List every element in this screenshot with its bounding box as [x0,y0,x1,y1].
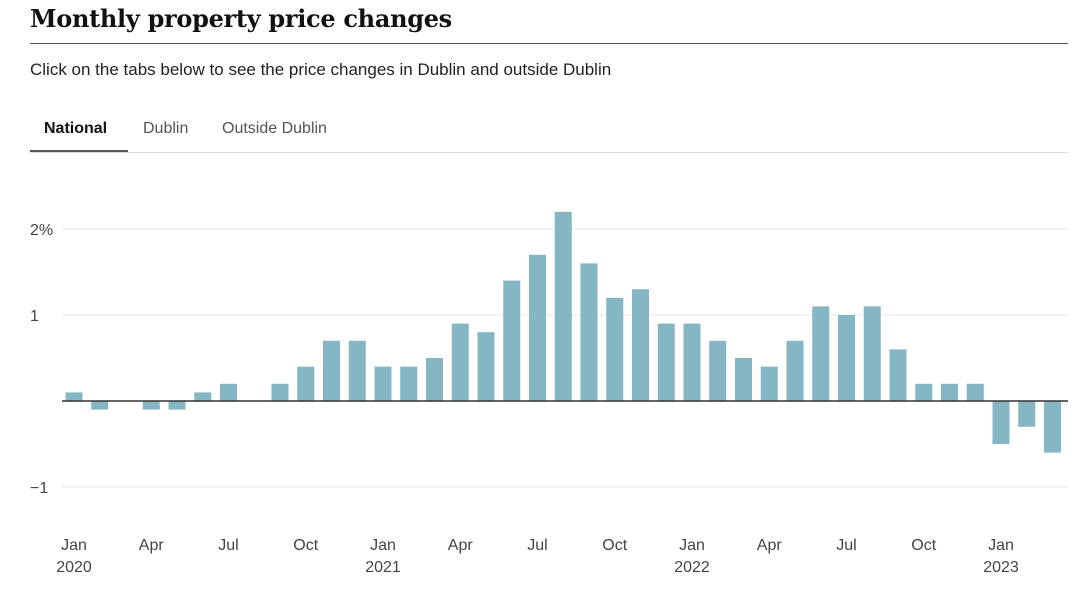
active-tab-indicator [30,150,128,153]
x-tick-label: Jan [679,537,705,554]
bar [220,383,237,401]
x-tick-label: Jul [218,537,238,554]
bar [683,323,701,401]
bar [554,211,572,401]
x-tick-label: Apr [448,537,474,554]
y-tick-label: 2% [30,222,53,239]
bar [400,366,418,401]
y-tick-label: 1 [30,308,39,325]
bar [709,340,727,401]
bar [65,392,83,401]
x-tick-label: Jul [527,537,547,554]
title-divider [30,43,1068,44]
bar [786,340,804,401]
bar [889,349,907,401]
x-tick-label: Oct [293,537,318,554]
bar [271,383,289,401]
x-tick-year-label: 2021 [365,559,401,576]
y-tick-label: −1 [30,480,48,497]
bar [735,358,752,401]
x-tick-label: Oct [602,537,627,554]
bar [941,383,958,401]
x-tick-year-label: 2020 [56,559,92,576]
chart-title: Monthly property price changes [30,4,452,33]
x-tick-year-label: 2023 [983,559,1019,576]
x-axis-labels: Jan 2020 Apr Jul Oct Jan 2021 Apr Jul Oct Jan 2022 A… [56,537,1019,576]
x-tick-label: Jan [370,537,396,554]
bar [992,401,1010,444]
bar [657,323,675,401]
bar [580,263,598,401]
bar [966,383,984,401]
x-tick-label: Apr [757,537,783,554]
bar [142,401,160,410]
bar [426,358,443,401]
bar [348,340,366,401]
tab-national[interactable]: National [44,120,108,137]
bar [1044,401,1061,453]
bar [606,297,624,401]
bar [863,306,881,401]
tab-bar: National Dublin Outside Dublin [30,110,1068,153]
bar [915,383,933,401]
x-tick-year-label: 2022 [674,559,710,576]
bar [812,306,830,401]
bar [297,366,315,401]
bar [1018,401,1036,427]
x-tick-label: Apr [139,537,165,554]
bar [838,315,855,401]
bar [529,254,546,401]
bar [194,392,212,401]
tab-dublin[interactable]: Dublin [143,120,189,137]
bar [168,401,186,410]
bar [477,332,495,401]
bar [451,323,469,401]
x-tick-label: Oct [911,537,936,554]
bars [65,211,1061,453]
bar [503,280,521,401]
y-axis-labels: 2% 1 −1 [30,222,53,497]
x-tick-label: Jan [61,537,87,554]
x-tick-label: Jan [988,537,1014,554]
bar [632,289,649,401]
x-tick-label: Jul [836,537,856,554]
chart-subtitle: Click on the tabs below to see the price… [30,60,612,79]
bar [323,340,340,401]
bar [374,366,392,401]
bar [760,366,778,401]
tab-bar-divider [30,152,1068,153]
tab-outside-dublin[interactable]: Outside Dublin [222,120,327,137]
bar [91,401,109,410]
